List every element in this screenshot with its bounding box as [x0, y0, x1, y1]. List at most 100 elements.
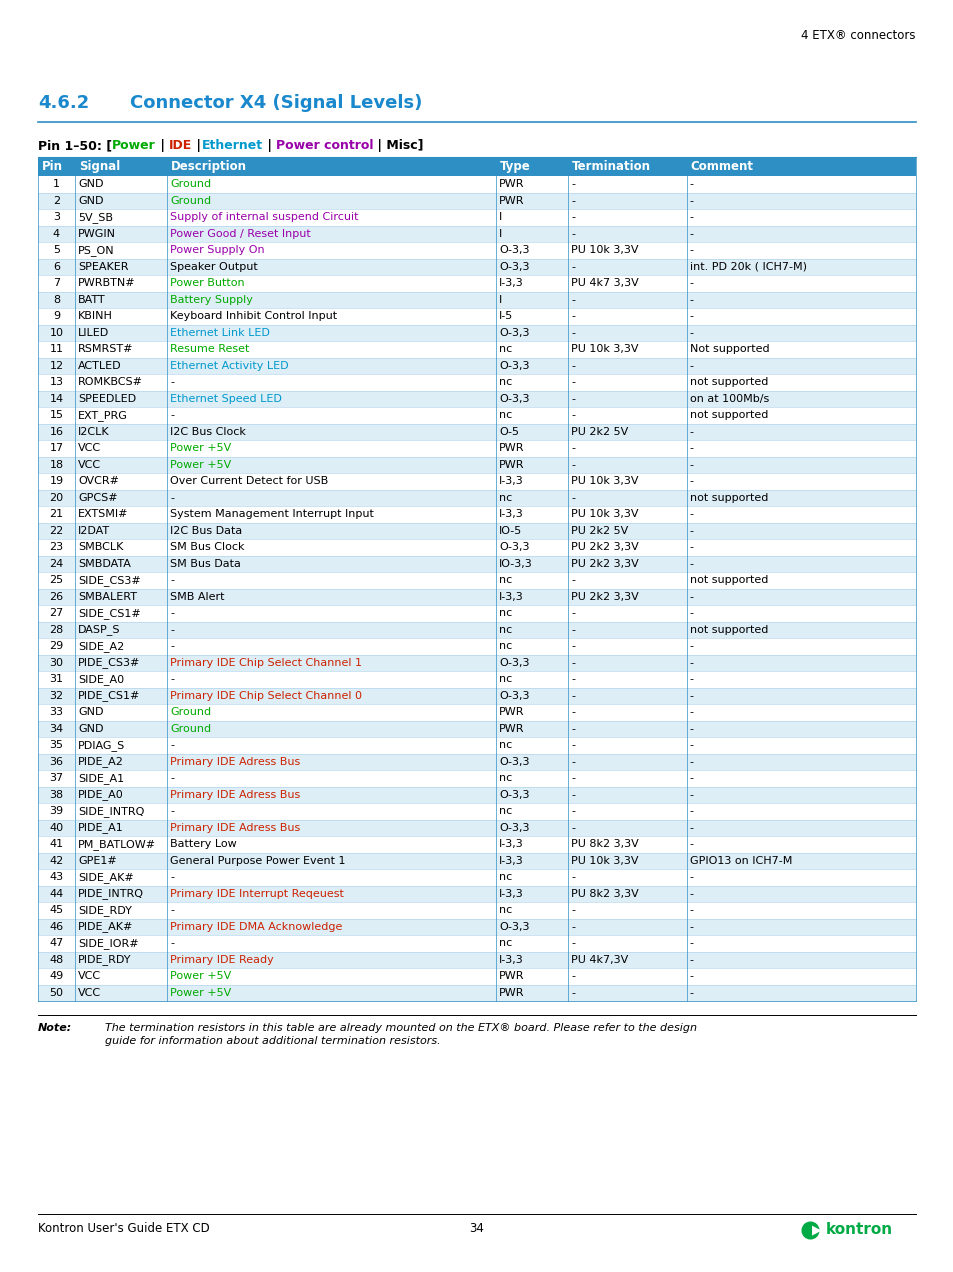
Text: -: - [170, 641, 173, 651]
Text: Ground: Ground [170, 707, 211, 717]
Text: PWR: PWR [498, 196, 524, 206]
Text: PWR: PWR [498, 179, 524, 190]
Text: PWR: PWR [498, 988, 524, 997]
Text: guide for information about additional termination resistors.: guide for information about additional t… [105, 1035, 440, 1046]
Text: ROMKBCS#: ROMKBCS# [78, 378, 143, 387]
Text: -: - [689, 542, 693, 552]
Text: Pin 1–50: [: Pin 1–50: [ [38, 139, 112, 151]
Bar [38, 357, 915, 374]
Text: Power control: Power control [275, 139, 374, 151]
Bar [38, 720, 915, 736]
Text: EXT_PRG: EXT_PRG [78, 410, 128, 421]
Text: O-3,3: O-3,3 [498, 691, 529, 701]
Text: Keyboard Inhibit Control Input: Keyboard Inhibit Control Input [170, 312, 336, 322]
Bar [38, 639, 915, 655]
Text: -: - [170, 378, 173, 387]
Text: Ground: Ground [170, 179, 211, 190]
Text: I-3,3: I-3,3 [498, 856, 523, 866]
Text: PWR: PWR [498, 724, 524, 734]
Bar [38, 836, 915, 852]
Text: -: - [571, 906, 575, 916]
Text: -: - [689, 757, 693, 767]
Text: -: - [571, 196, 575, 206]
Text: 44: 44 [50, 889, 64, 899]
Text: -: - [571, 625, 575, 635]
Bar [38, 407, 915, 424]
Text: Ethernet Link LED: Ethernet Link LED [170, 328, 270, 338]
Text: GPCS#: GPCS# [78, 492, 117, 502]
Text: O-3,3: O-3,3 [498, 790, 529, 800]
Text: 5V_SB: 5V_SB [78, 212, 112, 223]
Text: Primary IDE Adress Bus: Primary IDE Adress Bus [170, 757, 300, 767]
Bar [38, 935, 915, 951]
Text: PU 2k2 5V: PU 2k2 5V [571, 426, 628, 436]
Text: 5: 5 [52, 245, 60, 256]
Text: -: - [689, 509, 693, 519]
Text: SMB Alert: SMB Alert [170, 591, 224, 602]
Text: -: - [571, 773, 575, 784]
Bar [686, 156, 915, 176]
Text: PU 8k2 3,3V: PU 8k2 3,3V [571, 889, 639, 899]
Text: -: - [571, 658, 575, 668]
Text: 4.6.2: 4.6.2 [38, 94, 90, 112]
Text: -: - [689, 312, 693, 322]
Text: -: - [689, 641, 693, 651]
Text: -: - [571, 922, 575, 932]
Bar [38, 852, 915, 869]
Text: -: - [571, 212, 575, 223]
Text: 17: 17 [50, 443, 64, 453]
Text: PU 2k2 3,3V: PU 2k2 3,3V [571, 558, 639, 569]
Text: -: - [689, 426, 693, 436]
Bar [38, 391, 915, 407]
Text: -: - [571, 806, 575, 817]
Text: KBINH: KBINH [78, 312, 112, 322]
Bar [38, 258, 915, 275]
Text: VCC: VCC [78, 459, 101, 469]
Bar [38, 985, 915, 1001]
Bar [38, 951, 915, 968]
Text: Power +5V: Power +5V [170, 459, 231, 469]
Text: 6: 6 [52, 262, 60, 272]
Text: GND: GND [78, 196, 103, 206]
Text: PIDE_A1: PIDE_A1 [78, 822, 124, 833]
Text: 8: 8 [52, 295, 60, 305]
Text: I: I [498, 295, 502, 305]
Text: -: - [170, 773, 173, 784]
Text: O-3,3: O-3,3 [498, 361, 529, 370]
Text: PU 10k 3,3V: PU 10k 3,3V [571, 509, 639, 519]
Bar [38, 672, 915, 687]
Text: Supply of internal suspend Circuit: Supply of internal suspend Circuit [170, 212, 358, 223]
Text: ACTLED: ACTLED [78, 361, 121, 370]
Text: -: - [571, 312, 575, 322]
Text: -: - [170, 625, 173, 635]
Text: SMBCLK: SMBCLK [78, 542, 123, 552]
Text: -: - [571, 459, 575, 469]
Text: I: I [498, 212, 502, 223]
Text: I2C Bus Clock: I2C Bus Clock [170, 426, 246, 436]
Bar [38, 506, 915, 523]
Text: | Misc]: | Misc] [374, 139, 423, 151]
Text: 13: 13 [50, 378, 63, 387]
Bar [38, 192, 915, 209]
Text: 35: 35 [50, 740, 63, 750]
Text: SMBDATA: SMBDATA [78, 558, 131, 569]
Text: 37: 37 [50, 773, 64, 784]
Text: Connector X4 (Signal Levels): Connector X4 (Signal Levels) [130, 94, 422, 112]
Text: IO-3,3: IO-3,3 [498, 558, 533, 569]
Text: 47: 47 [50, 939, 64, 948]
Bar [38, 968, 915, 985]
Text: 18: 18 [50, 459, 64, 469]
Text: -: - [689, 328, 693, 338]
Text: Pin: Pin [42, 160, 63, 173]
Bar [38, 209, 915, 225]
Text: -: - [689, 476, 693, 486]
Text: PIDE_AK#: PIDE_AK# [78, 921, 133, 932]
Text: -: - [571, 295, 575, 305]
Text: SPEEDLED: SPEEDLED [78, 394, 136, 403]
Text: O-5: O-5 [498, 426, 518, 436]
Text: 41: 41 [50, 840, 64, 850]
Bar [38, 457, 915, 473]
Text: 3: 3 [52, 212, 60, 223]
Bar [38, 225, 915, 242]
Bar [38, 490, 915, 506]
